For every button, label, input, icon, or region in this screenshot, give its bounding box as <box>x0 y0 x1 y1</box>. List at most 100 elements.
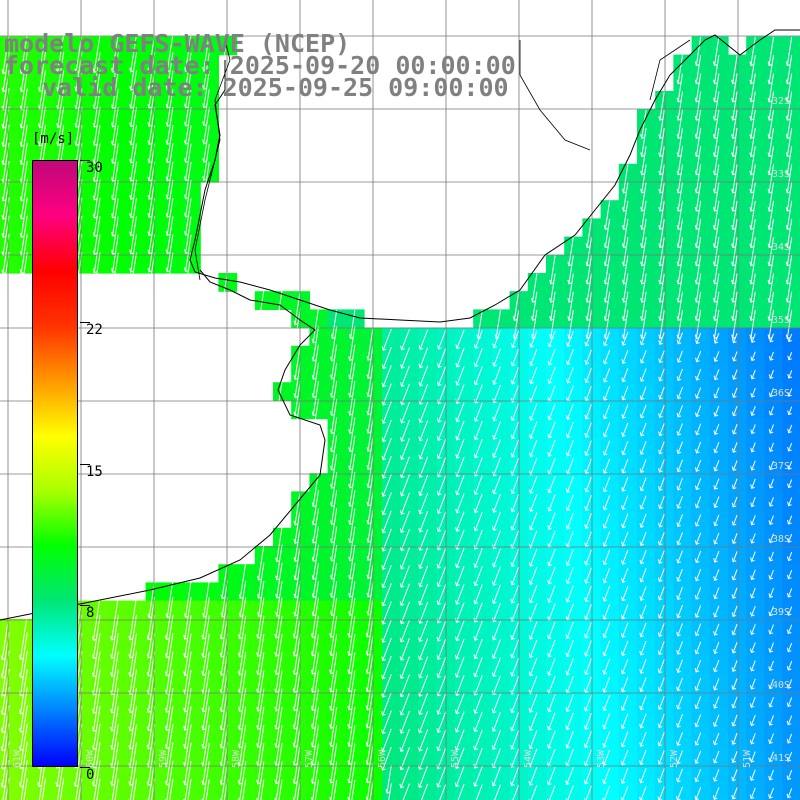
wind-arrow-head <box>658 486 663 491</box>
wind-arrow <box>437 674 447 696</box>
wind-arrow-head <box>713 557 718 563</box>
wind-arrow <box>418 710 429 733</box>
wind-arrow-head <box>348 538 353 544</box>
wind-arrow-head <box>110 745 115 750</box>
wind-arrow-head <box>676 115 682 121</box>
wind-cell <box>345 473 365 492</box>
wind-arrow <box>294 526 301 562</box>
wind-arrow-head <box>584 451 589 457</box>
wind-cell <box>309 582 329 602</box>
wind-arrow-head <box>786 720 792 726</box>
wind-arrow-head <box>111 231 116 237</box>
wind-arrow-head <box>492 489 497 495</box>
wind-cell <box>764 691 784 711</box>
wind-cell <box>0 254 19 274</box>
wind-arrow-head <box>128 726 134 732</box>
wind-arrow-head <box>128 763 134 768</box>
wind-arrow-head <box>111 159 116 164</box>
wind-arrow-head <box>785 261 791 267</box>
wind-arrow-head <box>381 364 387 370</box>
wind-arrow <box>658 604 665 619</box>
wind-arrow <box>20 161 28 201</box>
wind-arrow-head <box>385 788 391 794</box>
wind-cell <box>309 400 329 420</box>
wind-cell <box>728 109 747 128</box>
wind-arrow <box>166 52 174 90</box>
wind-arrow <box>769 388 774 397</box>
wind-arrow <box>493 330 501 348</box>
wind-arrow-head <box>436 746 441 752</box>
wind-arrow <box>330 707 338 747</box>
wind-arrow <box>184 742 192 785</box>
wind-cell <box>163 163 183 183</box>
wind-arrow-head <box>1 123 7 129</box>
wind-arrow-head <box>750 411 755 416</box>
wind-arrow <box>330 616 338 656</box>
wind-cell <box>163 582 183 602</box>
wind-cell <box>145 254 165 274</box>
wind-cell <box>673 418 693 438</box>
wind-arrow <box>530 784 538 800</box>
wind-cell <box>746 163 765 183</box>
wind-arrow-head <box>676 97 682 103</box>
wind-arrow <box>165 742 174 785</box>
wind-cell <box>127 163 147 183</box>
wind-arrow-head <box>622 188 627 194</box>
wind-cell <box>746 600 765 620</box>
wind-arrow-head <box>1 87 7 93</box>
wind-arrow-head <box>694 316 700 321</box>
wind-arrow-head <box>694 576 700 582</box>
wind-arrow-head <box>529 379 534 385</box>
wind-arrow <box>714 218 720 248</box>
wind-cell <box>782 91 800 110</box>
wind-cell <box>527 291 547 310</box>
wind-arrow-head <box>731 297 736 303</box>
wind-arrow <box>457 784 465 800</box>
wind-cell <box>637 564 656 583</box>
wind-arrow <box>659 164 665 193</box>
wind-cell <box>527 582 547 602</box>
wind-arrow-head <box>585 261 591 267</box>
wind-arrow <box>437 493 447 514</box>
wind-arrow-head <box>454 654 460 660</box>
wind-arrow <box>367 490 374 525</box>
wind-arrow-head <box>237 670 243 676</box>
wind-cell <box>637 309 656 329</box>
wind-arrow <box>511 548 520 567</box>
wind-arrow-head <box>768 684 773 690</box>
wind-arrow <box>349 544 356 579</box>
wind-cell <box>691 473 711 492</box>
wind-arrow-head <box>147 231 153 237</box>
wind-cell <box>182 54 201 74</box>
wind-arrow <box>93 216 101 255</box>
wind-arrow <box>586 218 592 248</box>
wind-arrow-head <box>731 758 736 764</box>
wind-arrow <box>677 405 683 418</box>
wind-arrow <box>367 344 374 379</box>
wind-arrow <box>511 657 520 677</box>
colorbar-label: 22 <box>86 321 103 338</box>
wind-arrow <box>493 439 501 458</box>
wind-cell <box>527 564 547 583</box>
wind-arrow <box>492 748 501 768</box>
wind-cell <box>527 382 547 401</box>
wind-cell <box>400 400 420 420</box>
wind-arrow <box>367 326 374 361</box>
wind-arrow <box>585 440 592 456</box>
wind-cell <box>418 691 438 711</box>
wind-arrow-head <box>528 580 534 585</box>
wind-arrow <box>348 597 356 638</box>
wind-arrow-head <box>184 285 189 291</box>
wind-arrow-head <box>74 141 80 147</box>
wind-cell <box>709 764 729 784</box>
wind-arrow <box>677 164 683 193</box>
wind-arrow-head <box>455 362 461 368</box>
wind-arrow <box>640 586 647 601</box>
wind-arrow <box>437 474 447 496</box>
wind-cell <box>746 145 765 165</box>
wind-arrow <box>92 742 101 786</box>
wind-arrow <box>474 584 483 604</box>
wind-cell <box>691 728 711 747</box>
wind-arrow-head <box>366 447 372 452</box>
wind-arrow <box>714 478 720 490</box>
